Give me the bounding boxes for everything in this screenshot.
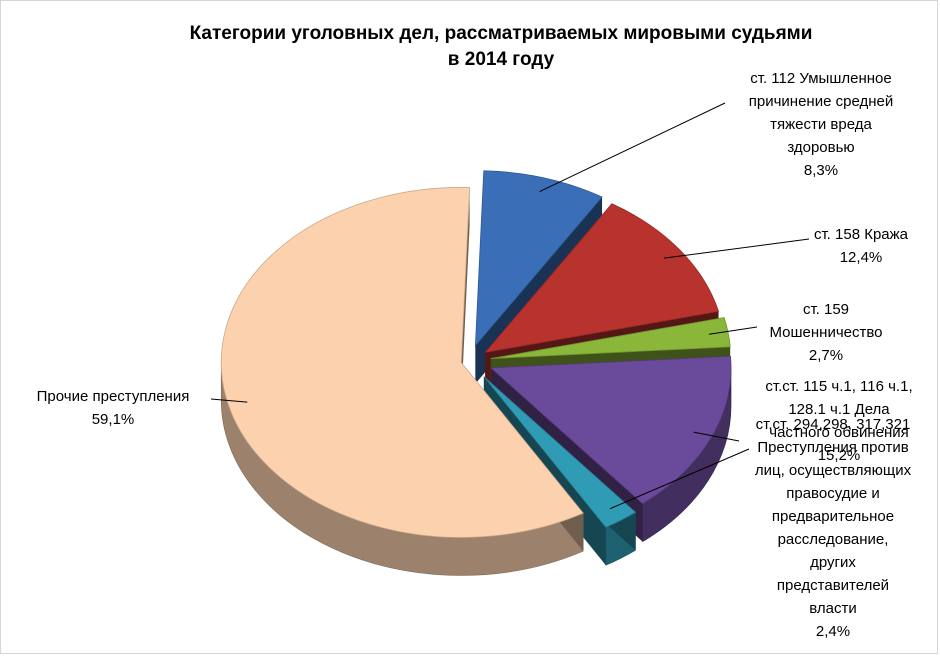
slice-label-private-prosecution-text: ст.ст. 115 ч.1, 116 ч.1, 128.1 ч.1 Дела ча… <box>741 375 937 444</box>
pie-slice-1 <box>484 203 720 354</box>
slice-label-private-prosecution-text-line: частного обвинения <box>769 424 909 441</box>
slice-label-fraud-text: ст. 159 Мошенничество <box>746 298 906 344</box>
slice-label-fraud-text-line: Мошенничество <box>769 324 883 341</box>
slice-label-theft-percent: 12,4% <box>839 249 883 266</box>
slice-label-against-officials: ст.ст. 294,298, 317,321 Преступления прот… <box>733 413 933 643</box>
slice-label-against-officials-text-line: ст.ст. 294,298, 317,321 <box>755 416 911 433</box>
slice-label-against-officials-text-line: представителей <box>776 577 890 594</box>
slice-label-other-text-line: Прочие преступления <box>36 388 190 405</box>
slice-label-theft-text: ст. 158 Кража <box>791 223 931 246</box>
leader-line-5 <box>210 398 248 403</box>
slice-label-other-percent: 59,1% <box>91 411 135 428</box>
slice-cut-face-5 <box>461 187 470 401</box>
slice-label-against-officials-text-line: власти <box>809 600 857 617</box>
slice-label-theft-text-line: ст. 158 Кража <box>813 226 909 243</box>
slice-label-fraud-percent: 2,7% <box>808 347 844 364</box>
slice-label-against-officials-text: ст.ст. 294,298, 317,321 Преступления прот… <box>733 413 933 620</box>
pie-slice-5 <box>220 187 584 538</box>
pie-slice-2 <box>490 317 731 359</box>
slice-label-private-prosecution-percent: 15,2% <box>817 447 861 464</box>
slice-label-other: Прочие преступления 59,1% <box>13 385 213 431</box>
pie-slice-4 <box>483 376 637 528</box>
slice-label-private-prosecution-text-line: 128.1 ч.1 Дела <box>788 401 890 418</box>
slice-label-against-officials-text-line: других <box>810 554 856 571</box>
slice-label-against-officials-text-line: предварительное <box>771 508 895 525</box>
slice-label-assault-text: ст. 112 Умышленное причинение средней тяже… <box>721 67 921 159</box>
slice-label-assault-text-line: здоровью <box>787 139 855 156</box>
slice-label-private-prosecution: ст.ст. 115 ч.1, 116 ч.1, 128.1 ч.1 Дела ча… <box>741 375 937 467</box>
chart-title-line-1: Категории уголовных дел, рассматриваемых… <box>189 23 813 44</box>
leader-line-4 <box>609 448 750 510</box>
pie-tops <box>220 170 732 538</box>
slice-label-assault: ст. 112 Умышленное причинение средней тяже… <box>721 67 921 182</box>
pie-slice-0 <box>474 170 603 347</box>
slice-label-against-officials-text-line: Преступления против <box>757 439 909 456</box>
slice-label-against-officials-text-line: правосудие и <box>786 485 880 502</box>
pie-slice-3 <box>490 355 732 505</box>
slice-label-private-prosecution-text-line: ст.ст. 115 ч.1, 116 ч.1, <box>765 378 913 395</box>
slice-label-fraud-text-line: ст. 159 <box>802 301 850 318</box>
leader-line-1 <box>664 238 810 259</box>
slice-label-other-text: Прочие преступления <box>13 385 213 408</box>
slice-label-assault-percent: 8,3% <box>803 162 839 179</box>
slice-label-theft: ст. 158 Кража 12,4% <box>791 223 931 269</box>
slice-label-assault-text-line: тяжести вреда <box>770 116 872 133</box>
slice-label-assault-text-line: причинение средней <box>748 93 894 110</box>
slice-label-assault-text-line: ст. 112 Умышленное <box>750 70 892 87</box>
slice-label-against-officials-text-line: лиц, осуществляющих <box>754 462 912 479</box>
slice-label-against-officials-percent: 2,4% <box>815 623 851 640</box>
slice-label-fraud: ст. 159 Мошенничество 2,7% <box>746 298 906 367</box>
leader-lines <box>210 102 810 510</box>
chart-title-line-2: в 2014 году <box>447 49 555 70</box>
slice-label-against-officials-text-line: расследование, <box>777 531 889 548</box>
leader-line-0 <box>539 102 726 193</box>
leader-line-2 <box>708 326 758 335</box>
chart-title: Категории уголовных дел, рассматриваемых… <box>121 21 881 73</box>
leader-line-3 <box>693 431 740 442</box>
